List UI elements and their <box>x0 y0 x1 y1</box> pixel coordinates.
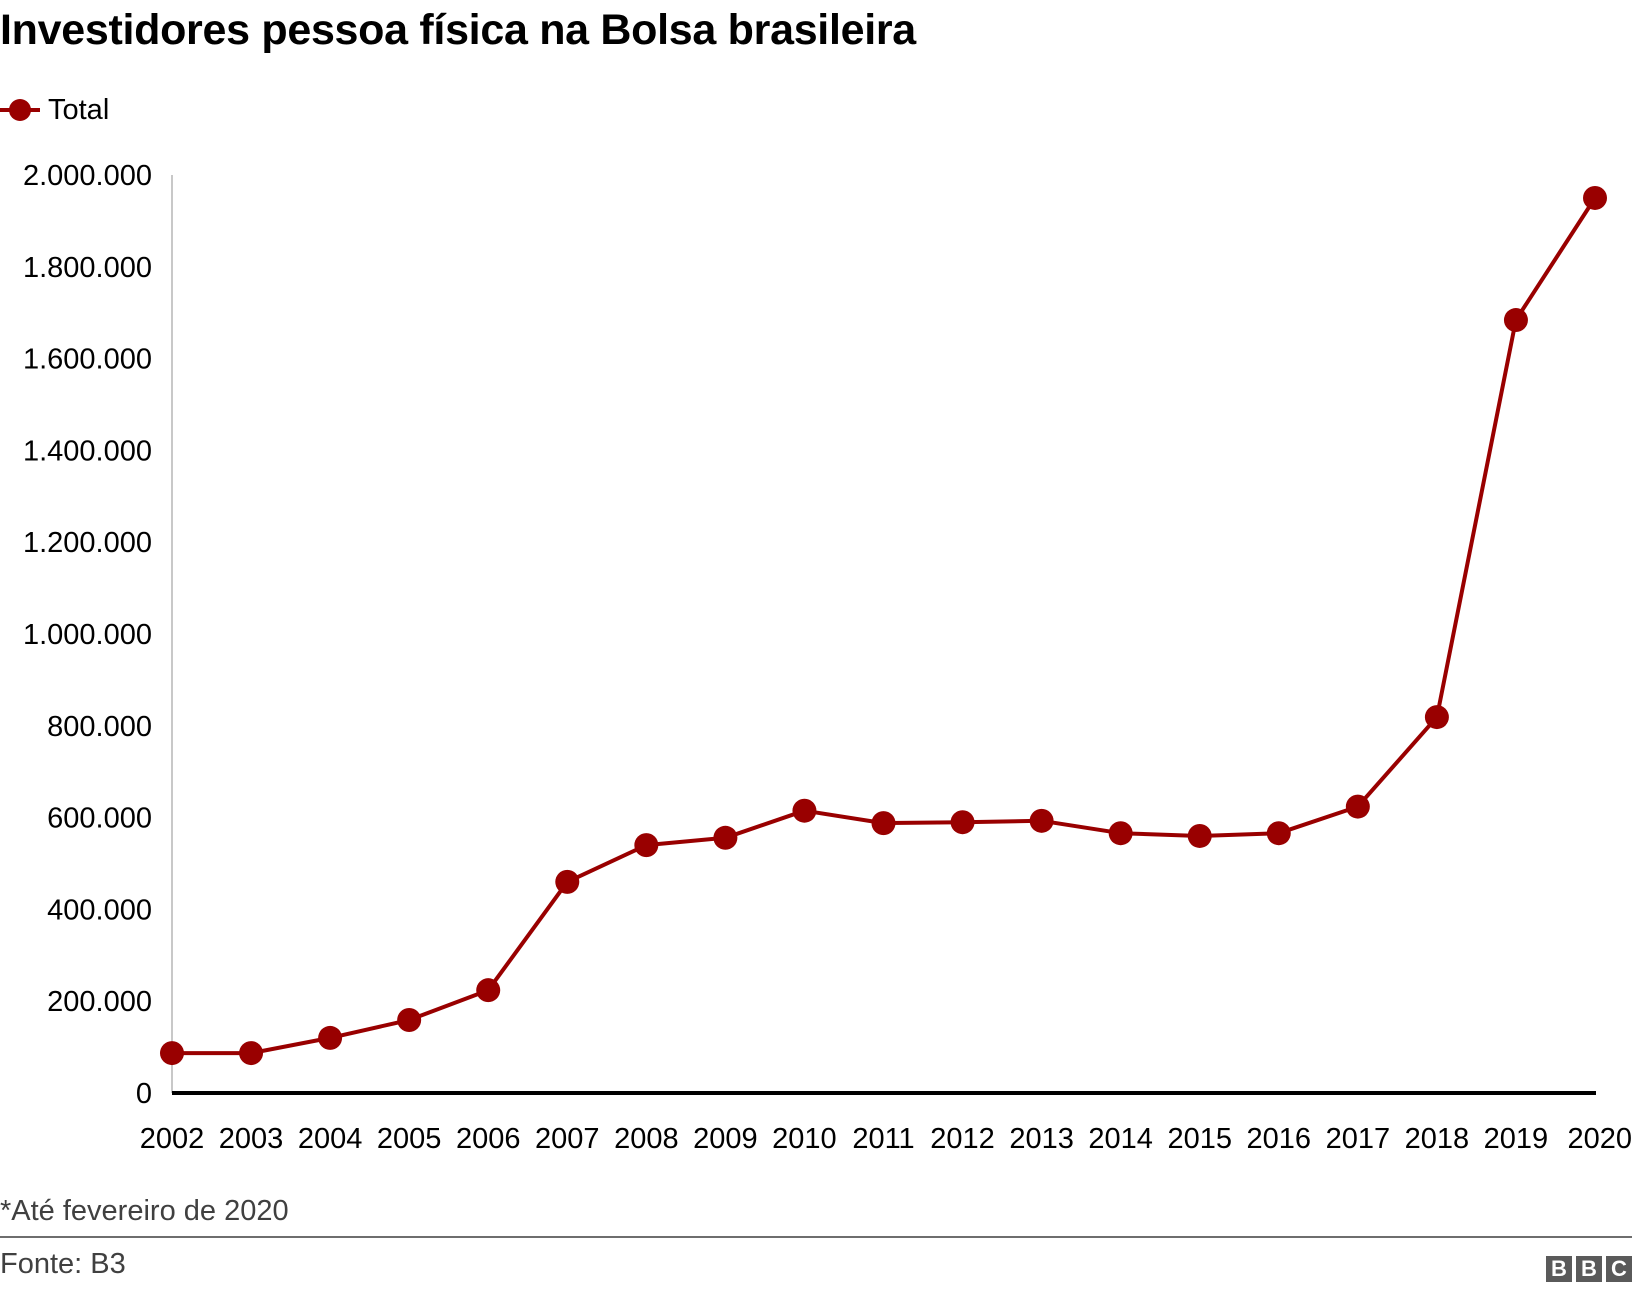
x-tick-label: 2016 <box>1247 1123 1312 1155</box>
y-tick-label: 1.800.000 <box>23 252 152 284</box>
bbc-logo: B B C <box>1546 1256 1632 1282</box>
x-tick-label: 2019 <box>1484 1123 1549 1155</box>
data-point-marker <box>476 978 501 1003</box>
y-tick-label: 800.000 <box>47 711 152 743</box>
data-point-marker <box>397 1008 422 1033</box>
y-tick-label: 2.000.000 <box>23 160 152 192</box>
x-axis: 2002 2003 2004 2005 2006 2007 2008 2009 2010 2011… <box>140 1123 1632 1155</box>
x-tick-label: 2013 <box>1009 1123 1074 1155</box>
chart-title: Investidores pessoa física na Bolsa bras… <box>0 6 916 54</box>
bbc-logo-letter: B <box>1576 1256 1602 1282</box>
x-tick-label: 2011 <box>852 1123 914 1155</box>
x-tick-label: 2002 <box>140 1123 205 1155</box>
x-tick-label: 2007 <box>535 1123 600 1155</box>
data-point-marker <box>1266 821 1291 846</box>
bbc-logo-letter: C <box>1606 1256 1632 1282</box>
y-tick-label: 1.200.000 <box>23 527 152 559</box>
data-point-marker <box>160 1041 184 1066</box>
data-point-marker <box>634 833 659 858</box>
data-point-marker <box>1503 308 1528 333</box>
x-tick-label: 2017 <box>1326 1123 1391 1155</box>
legend: Total <box>0 90 109 130</box>
x-tick-label: 2003 <box>219 1123 284 1155</box>
x-tick-label: 2004 <box>298 1123 363 1155</box>
data-point-marker <box>871 811 896 836</box>
y-axis: 0 200.000 400.000 600.000 800.000 1.000.000 1.… <box>23 160 152 1110</box>
x-tick-label: 2006 <box>456 1123 521 1155</box>
x-tick-label: 2018 <box>1405 1123 1470 1155</box>
x-tick-label: 2008 <box>614 1123 679 1155</box>
data-point-marker <box>713 825 738 850</box>
y-tick-label: 400.000 <box>47 894 152 926</box>
bbc-logo-letter: B <box>1546 1256 1572 1282</box>
data-point-marker <box>950 810 975 835</box>
x-tick-label: 2012 <box>930 1123 995 1155</box>
data-point-marker <box>1029 808 1054 833</box>
series-markers <box>160 185 1607 1066</box>
data-point-marker <box>1187 823 1212 848</box>
x-tick-label: 2005 <box>377 1123 442 1155</box>
data-point-marker <box>555 869 580 894</box>
data-point-marker <box>1583 185 1607 210</box>
x-tick-label: 2015 <box>1167 1123 1232 1155</box>
data-point-marker <box>1345 794 1370 819</box>
data-point-marker <box>792 798 817 823</box>
data-point-marker <box>318 1025 343 1050</box>
x-tick-label: 2009 <box>693 1123 758 1155</box>
line-chart: 0 200.000 400.000 600.000 800.000 1.000.000 1.… <box>23 160 1632 1155</box>
y-tick-label: 200.000 <box>47 986 152 1018</box>
legend-marker-icon <box>0 99 40 121</box>
y-tick-label: 1.400.000 <box>23 435 152 467</box>
source-label: Fonte: B3 <box>0 1248 126 1280</box>
y-tick-label: 1.600.000 <box>23 344 152 376</box>
legend-label: Total <box>48 93 110 126</box>
y-tick-label: 0 <box>136 1078 152 1110</box>
x-tick-label: 2014 <box>1088 1123 1153 1155</box>
x-tick-label: 2020 <box>1567 1123 1632 1155</box>
x-tick-label: 2010 <box>772 1123 837 1155</box>
footer-divider <box>0 1236 1632 1238</box>
series-line-total <box>172 196 1597 1056</box>
data-point-marker <box>1108 821 1133 846</box>
y-tick-label: 600.000 <box>47 803 152 835</box>
y-tick-label: 1.000.000 <box>23 619 152 651</box>
footnote: *Até fevereiro de 2020 <box>0 1195 289 1227</box>
data-point-marker <box>239 1041 264 1066</box>
data-point-marker <box>1424 705 1449 730</box>
